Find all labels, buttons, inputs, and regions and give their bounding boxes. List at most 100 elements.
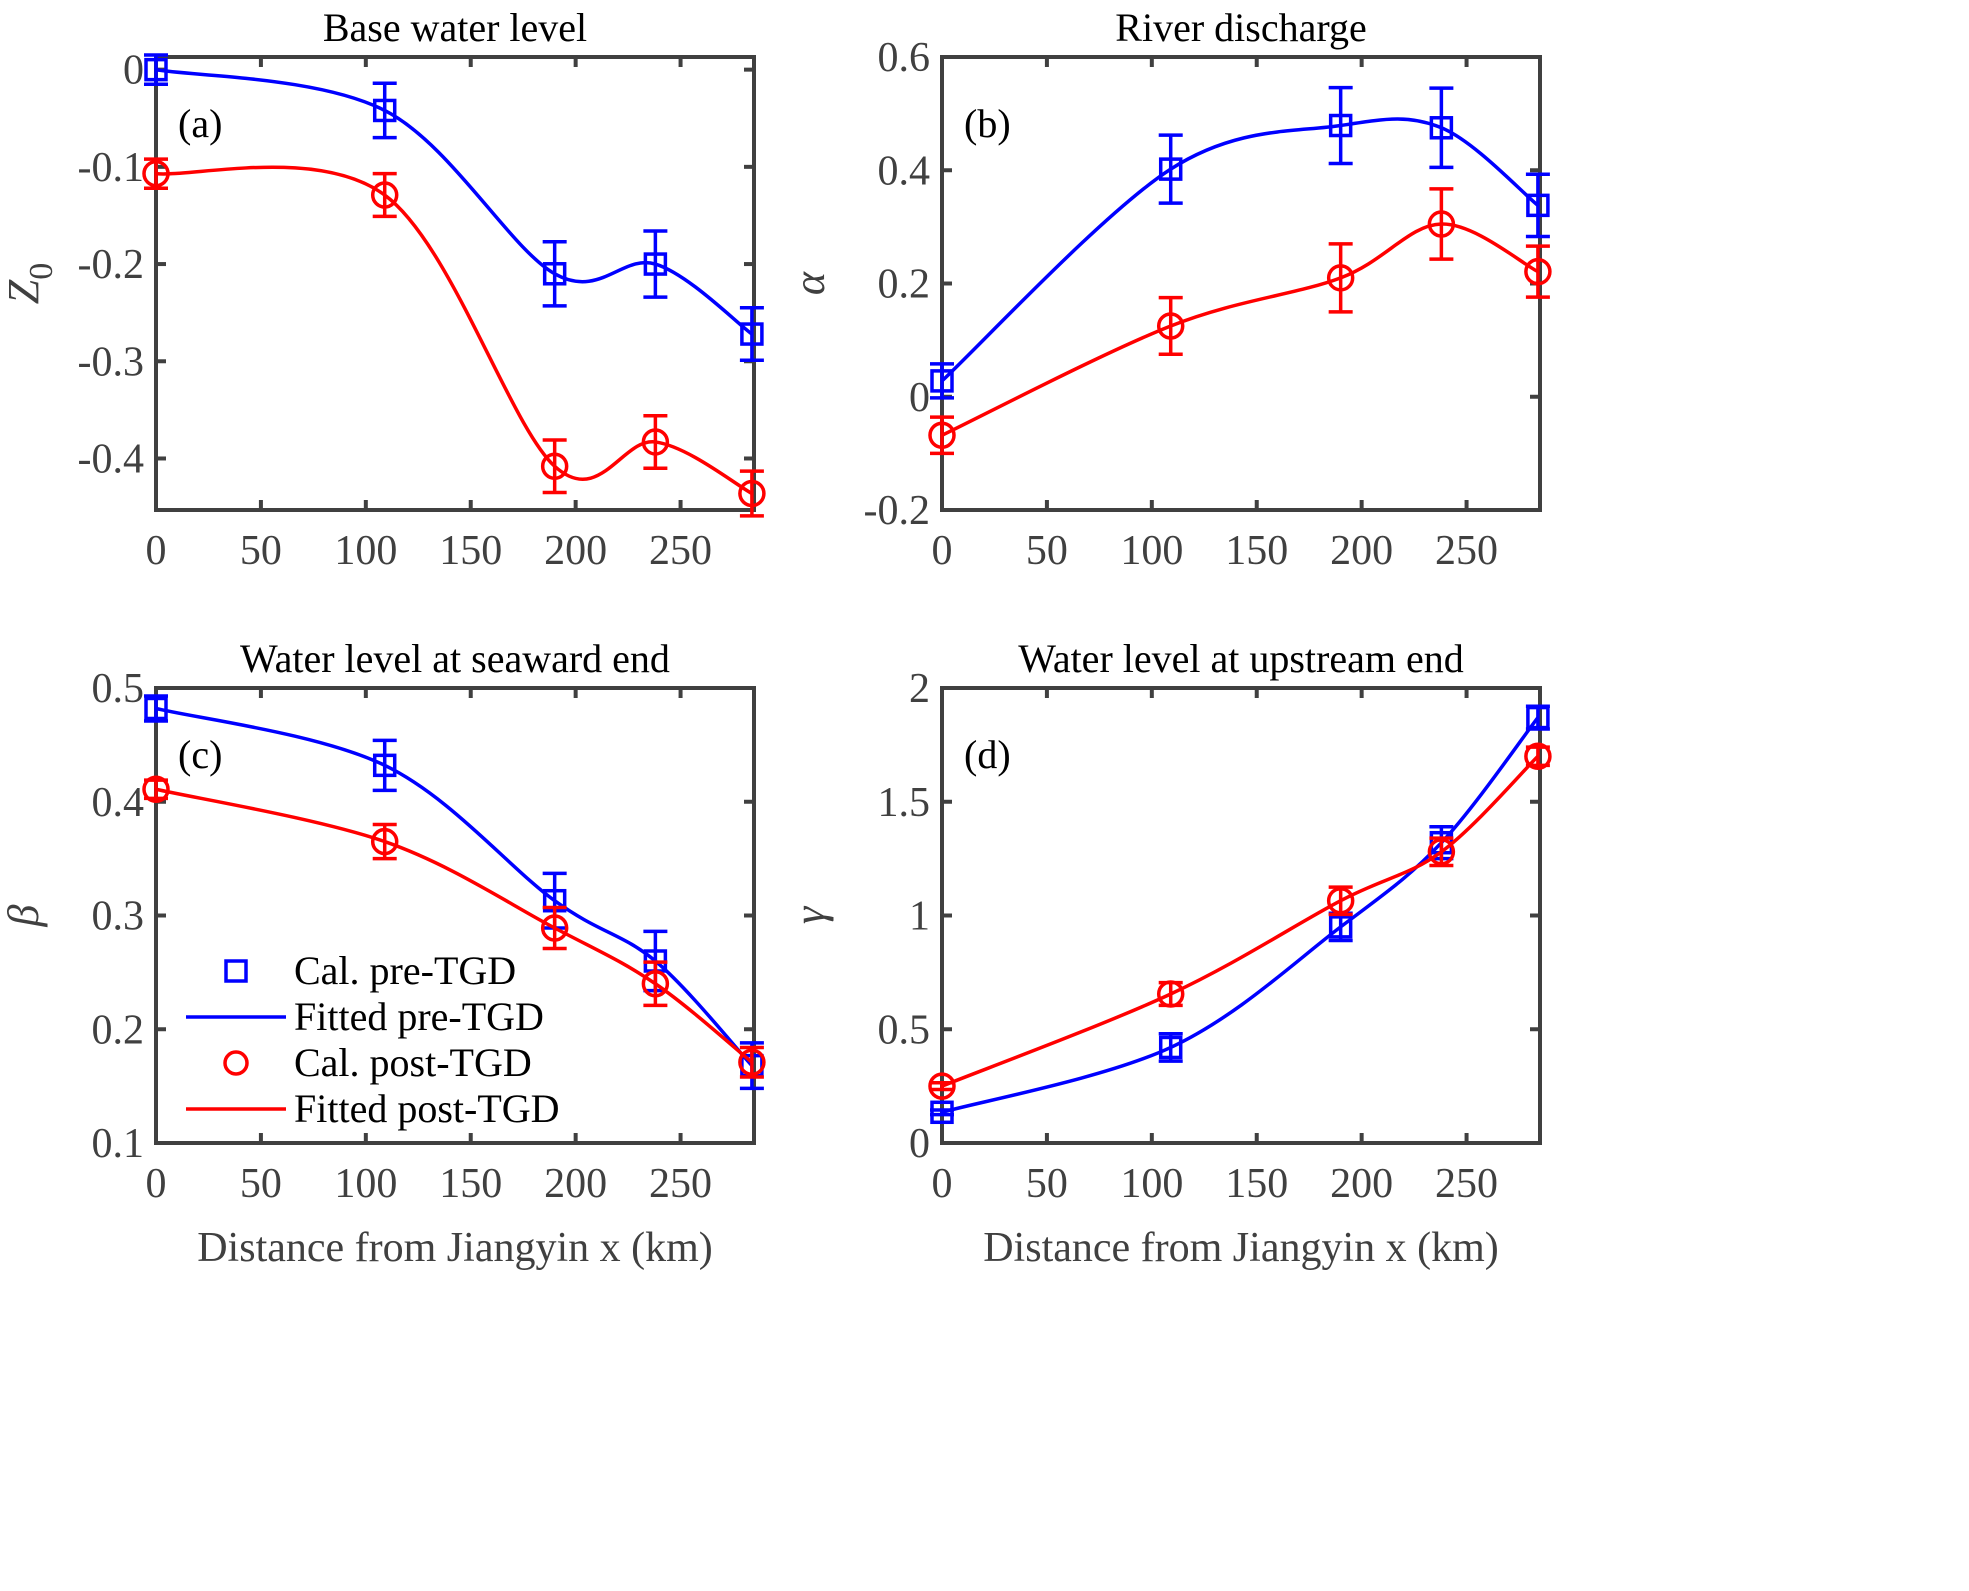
y-tick-label: 0.4 xyxy=(92,780,145,826)
legend-label: Fitted post-TGD xyxy=(294,1086,560,1131)
panel-d: 0 50 100 150 200 250 0 0.5 1 1.5 2 Water level at u… xyxy=(785,636,1552,1271)
fitted-line-1 xyxy=(155,67,753,336)
y-axis-label-main: β xyxy=(0,904,48,927)
panel-label: (b) xyxy=(964,101,1011,146)
y-tick-label: -0.3 xyxy=(78,339,145,385)
x-tick-label: 150 xyxy=(439,1161,502,1207)
chart-title: River discharge xyxy=(1115,5,1366,50)
panel-label: (c) xyxy=(178,732,222,777)
fitted-line-1 xyxy=(155,706,754,1067)
y-tick-label: 0.3 xyxy=(92,894,145,940)
x-tick-label: 200 xyxy=(1330,1161,1393,1207)
y-tick-label: 0.4 xyxy=(878,148,931,194)
fitted-line-3 xyxy=(941,222,1539,437)
y-tick-label: -0.2 xyxy=(864,488,931,534)
panel-a: 0 50 100 150 200 250 0 -0.1 -0.2 -0.3 -0.4 Base wat… xyxy=(0,5,766,574)
panel-label: (a) xyxy=(178,101,222,146)
x-tick-label: 100 xyxy=(334,1161,397,1207)
y-tick-label: 1 xyxy=(909,894,930,940)
data-point-square xyxy=(1429,116,1454,140)
data-point-square xyxy=(930,369,954,393)
y-axis-label: Z0 xyxy=(0,263,60,304)
data-point-circle xyxy=(540,452,569,481)
y-tick-label: 0.1 xyxy=(92,1121,145,1167)
x-tick-label: 50 xyxy=(240,528,282,574)
x-axis-label: Distance from Jiangyin x (km) xyxy=(197,1225,713,1271)
y-tick-label: -0.4 xyxy=(78,436,145,482)
data-point-circle xyxy=(1524,742,1552,770)
axes-box xyxy=(154,55,756,512)
panel-label: (d) xyxy=(964,732,1011,777)
y-tick-label: 1.5 xyxy=(878,780,931,826)
data-point-circle xyxy=(540,914,569,942)
y-tick-label: -0.2 xyxy=(78,242,145,288)
panel-c: 0 50 100 150 200 250 0.1 0.2 0.3 0.4 0.5 Water leve… xyxy=(0,636,766,1271)
chart-title: Water level at seaward end xyxy=(240,636,670,681)
x-tick-label: 200 xyxy=(1330,528,1393,574)
x-tick-label: 0 xyxy=(146,528,167,574)
data-point-circle xyxy=(738,1048,766,1076)
y-axis-label-main: α xyxy=(785,271,834,295)
x-tick-label: 150 xyxy=(1225,528,1288,574)
data-point-square xyxy=(930,1100,954,1125)
legend-label: Fitted pre-TGD xyxy=(294,994,544,1039)
x-tick-label: 0 xyxy=(932,1161,953,1207)
y-tick-label: 0 xyxy=(909,1121,930,1167)
x-tick-label: 0 xyxy=(146,1161,167,1207)
x-tick-label: 150 xyxy=(439,528,502,574)
x-tick-label: 200 xyxy=(544,1161,607,1207)
data-point-square xyxy=(372,753,397,778)
data-point-square xyxy=(740,322,764,346)
data-point-square xyxy=(1526,705,1550,730)
legend-label: Cal. pre-TGD xyxy=(294,948,516,993)
y-tick-label: 0.2 xyxy=(878,262,931,308)
data-point-circle xyxy=(1156,980,1185,1008)
data-point-circle xyxy=(1326,886,1355,915)
x-tick-label: 250 xyxy=(649,528,712,574)
y-axis-label-subscript: 0 xyxy=(23,263,60,280)
data-point-circle xyxy=(370,181,399,209)
data-point-square xyxy=(372,98,397,123)
y-tick-label: 2 xyxy=(909,666,930,712)
chart-title: Base water level xyxy=(323,5,587,50)
data-point-circle xyxy=(928,1072,956,1100)
y-tick-label: 0.2 xyxy=(92,1007,145,1053)
y-tick-label: 0.6 xyxy=(878,35,931,81)
data-point-circle xyxy=(1326,264,1355,292)
fitted-line-1 xyxy=(941,716,1540,1114)
y-tick-label: -0.1 xyxy=(78,145,145,191)
fitted-line-1 xyxy=(940,117,1539,383)
y-tick-label: 0 xyxy=(123,48,144,94)
axes-box xyxy=(940,686,1542,1145)
fitted-line-3 xyxy=(155,787,754,1064)
x-tick-label: 50 xyxy=(240,1161,282,1207)
y-axis-label: γ xyxy=(785,905,834,924)
y-axis-label: α xyxy=(785,271,834,295)
fitted-line-3 xyxy=(155,165,753,496)
x-tick-label: 250 xyxy=(1435,1161,1498,1207)
x-tick-label: 100 xyxy=(1120,1161,1183,1207)
data-point-square xyxy=(542,262,567,286)
y-tick-label: 0.5 xyxy=(878,1007,931,1053)
data-point-circle xyxy=(1427,838,1456,866)
legend-circle-swatch xyxy=(223,1050,249,1076)
x-tick-label: 50 xyxy=(1026,528,1068,574)
x-tick-label: 200 xyxy=(544,528,607,574)
y-axis-label-main: Z xyxy=(0,279,48,304)
y-axis-label-main: γ xyxy=(785,905,834,924)
x-tick-label: 100 xyxy=(334,528,397,574)
data-point-square xyxy=(144,696,168,721)
chart-title: Water level at upstream end xyxy=(1018,636,1463,681)
y-tick-label: 0.5 xyxy=(92,666,145,712)
x-tick-label: 250 xyxy=(1435,528,1498,574)
data-point-square xyxy=(1526,193,1550,218)
data-point-circle xyxy=(738,479,766,508)
y-tick-label: 0 xyxy=(909,375,930,421)
x-tick-label: 100 xyxy=(1120,528,1183,574)
fitted-line-3 xyxy=(941,755,1540,1088)
data-point-circle xyxy=(370,827,399,856)
data-point-square xyxy=(1328,915,1353,939)
